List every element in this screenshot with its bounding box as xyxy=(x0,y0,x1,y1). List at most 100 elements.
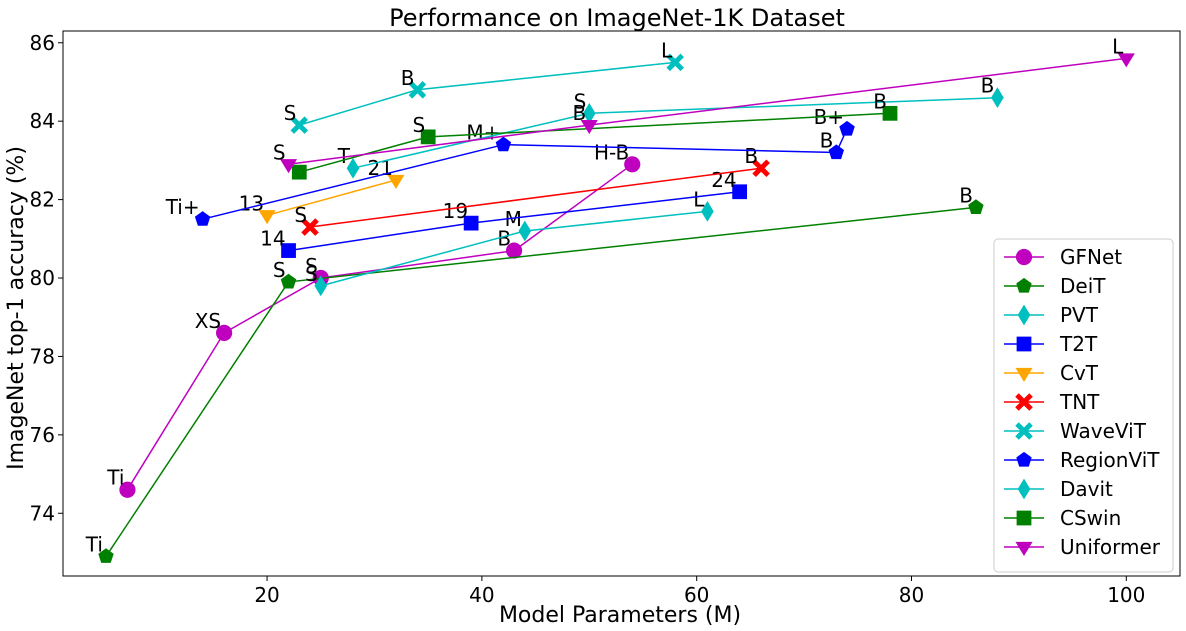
point-label: L xyxy=(661,38,673,62)
data-point xyxy=(505,242,523,259)
point-label: L xyxy=(693,187,705,211)
point-label: S xyxy=(412,113,425,137)
y-tick-label: 84 xyxy=(30,109,55,133)
legend-marker xyxy=(1015,367,1033,382)
point-label: B xyxy=(981,74,995,98)
data-point xyxy=(666,53,684,72)
point-label: B xyxy=(497,227,511,251)
legend-marker xyxy=(1016,277,1032,293)
point-label: S xyxy=(574,89,587,113)
data-point xyxy=(301,218,319,236)
data-point xyxy=(624,156,641,173)
data-point xyxy=(281,243,296,258)
data-point xyxy=(258,210,276,225)
series-line xyxy=(202,128,848,220)
series-line xyxy=(309,167,762,228)
legend-entry: PVT xyxy=(1004,303,1099,327)
legend-entry: Uniformer xyxy=(1004,535,1161,559)
data-point xyxy=(463,215,479,231)
series-line xyxy=(266,179,397,217)
point-label: B xyxy=(401,66,415,90)
data-point xyxy=(291,164,307,180)
point-label: S xyxy=(305,254,318,278)
point-label: Ti+ xyxy=(165,195,200,219)
data-point xyxy=(732,184,748,200)
legend-label: Uniformer xyxy=(1060,535,1161,559)
data-point xyxy=(408,81,427,99)
legend-entry: WaveViT xyxy=(1004,419,1147,443)
point-label: S xyxy=(294,203,307,227)
point-label: S xyxy=(273,140,286,164)
point-label: 14 xyxy=(260,227,285,251)
data-point xyxy=(839,120,855,136)
data-point xyxy=(968,199,984,214)
x-tick-label: 60 xyxy=(684,583,709,607)
point-label: S xyxy=(284,101,297,125)
legend-marker xyxy=(1015,393,1033,411)
legend-label: TNT xyxy=(1059,390,1100,414)
chart-title: Performance on ImageNet-1K Dataset xyxy=(389,4,845,32)
legend-label: CSwin xyxy=(1060,506,1121,530)
legend-label: GFNet xyxy=(1060,245,1122,269)
data-point xyxy=(991,87,1004,109)
data-point xyxy=(752,159,770,178)
data-point xyxy=(194,211,211,226)
data-point xyxy=(1117,53,1135,68)
data-point xyxy=(346,157,360,179)
legend-entry: GFNet xyxy=(1004,245,1122,269)
data-point xyxy=(420,129,436,145)
point-label: XS xyxy=(195,309,221,333)
point-label: B xyxy=(820,129,834,153)
point-label: S xyxy=(305,262,318,286)
point-label: Ti xyxy=(85,532,103,556)
y-axis-ticks: 74 76 78 80 82 84 86 xyxy=(30,31,63,525)
legend-label: RegionViT xyxy=(1060,448,1160,472)
point-label: L xyxy=(1112,34,1124,58)
data-point xyxy=(119,481,136,498)
point-label: 19 xyxy=(443,199,468,223)
data-point xyxy=(582,102,596,124)
data-point xyxy=(580,119,598,135)
y-axis-label: ImageNet top-1 accuracy (%) xyxy=(4,146,29,470)
legend-label: Davit xyxy=(1060,477,1113,501)
data-point xyxy=(279,159,298,174)
legend-marker xyxy=(1015,541,1033,556)
legend-marker xyxy=(1016,451,1032,467)
data-point xyxy=(518,220,532,242)
point-label: 13 xyxy=(239,191,264,215)
series-uniformer: SBL xyxy=(273,34,1135,174)
legend-label: T2T xyxy=(1059,332,1098,356)
legend-marker xyxy=(1017,304,1031,326)
series-wavevit: SBL xyxy=(284,38,684,134)
point-label: Ti xyxy=(106,466,124,490)
legend-label: WaveViT xyxy=(1060,419,1147,443)
data-point xyxy=(701,201,714,222)
y-tick-label: 78 xyxy=(30,344,55,368)
data-point xyxy=(98,548,114,563)
legend-label: DeiT xyxy=(1060,274,1106,298)
legend-entry: RegionViT xyxy=(1004,448,1160,472)
legend-marker xyxy=(1016,336,1032,352)
data-point xyxy=(828,144,844,160)
data-point xyxy=(387,174,405,189)
series-davit: TSB xyxy=(337,74,1004,179)
legend-marker xyxy=(1017,478,1031,500)
legend-marker xyxy=(1016,510,1032,526)
point-label: B xyxy=(873,89,887,113)
legend-entry: Davit xyxy=(1004,477,1113,501)
series-pvt: S M L xyxy=(305,187,714,297)
data-point xyxy=(216,324,233,342)
y-tick-label: 74 xyxy=(30,501,55,525)
series-line xyxy=(299,61,676,126)
data-point xyxy=(882,105,898,121)
legend-entry: T2T xyxy=(1004,332,1098,356)
x-axis-label: Model Parameters (M) xyxy=(499,603,741,628)
y-tick-label: 76 xyxy=(30,423,55,447)
y-tick-label: 80 xyxy=(30,266,55,290)
x-axis-ticks: 20 40 60 80 100 xyxy=(254,576,1145,607)
x-tick-label: 100 xyxy=(1107,583,1145,607)
legend-entry: CvT xyxy=(1004,361,1099,385)
